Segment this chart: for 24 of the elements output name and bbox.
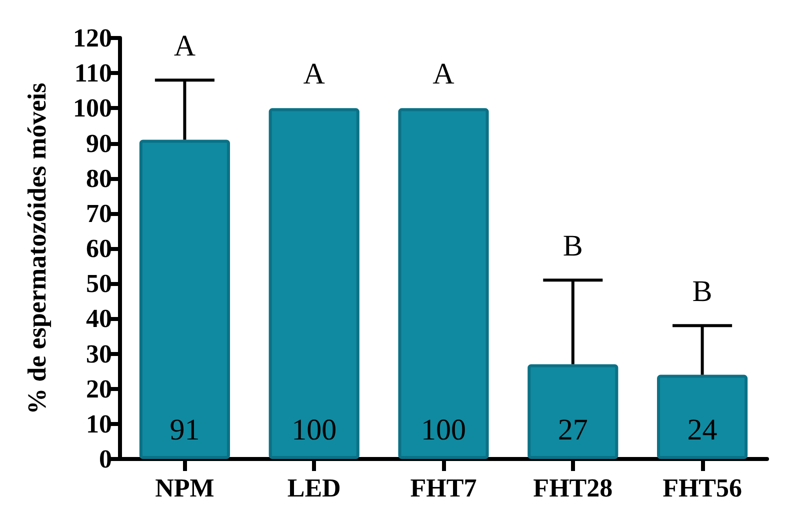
bar [528, 364, 618, 459]
x-tick-label: FHT28 [533, 474, 613, 502]
annotation: B [562, 230, 583, 263]
annotation: A [432, 58, 455, 91]
annotation: B [692, 275, 712, 308]
x-tick-label: FHT56 [662, 474, 742, 502]
y-axis-title: % de espermatozóides móveis [22, 82, 52, 414]
x-tick-label: LED [287, 474, 341, 502]
data-label: 100 [292, 414, 337, 446]
annotation: A [174, 30, 196, 63]
y-tick-label: 120 [73, 24, 112, 52]
bar [268, 108, 360, 459]
bar [139, 140, 230, 459]
y-tick-label: 110 [74, 58, 112, 88]
data-label: 100 [421, 414, 466, 446]
bar [657, 374, 748, 459]
annotation: A [303, 58, 326, 91]
data-label: 24 [687, 414, 718, 446]
data-label: 91 [170, 414, 200, 446]
data-label: 27 [558, 414, 588, 446]
bar [398, 108, 489, 459]
x-tick-label: FHT7 [410, 474, 477, 502]
x-tick-label: NPM [155, 474, 214, 502]
y-tick-label: 100 [73, 94, 112, 123]
